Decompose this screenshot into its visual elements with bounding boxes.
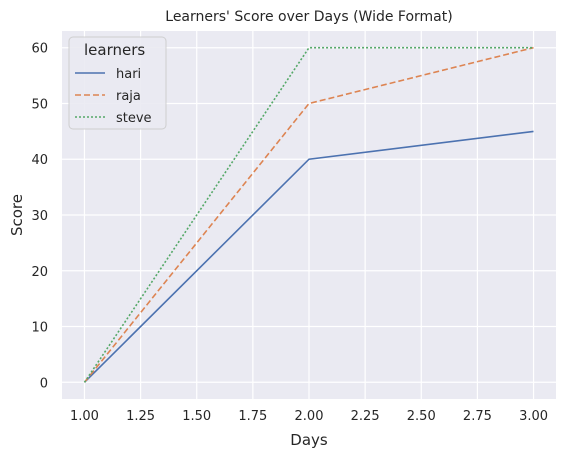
legend-label-steve: steve [116, 111, 152, 126]
chart-title: Learners' Score over Days (Wide Format) [165, 9, 452, 25]
y-tick-label: 60 [31, 42, 48, 57]
x-axis-label: Days [290, 431, 328, 449]
legend-title: learners [84, 41, 145, 59]
y-tick-label: 0 [40, 376, 48, 391]
x-tick-label: 2.50 [407, 409, 436, 424]
y-tick-label: 30 [31, 209, 48, 224]
series-line-hari [83, 130, 534, 383]
x-tick-label: 1.75 [238, 409, 267, 424]
x-tick-label: 2.00 [295, 409, 324, 424]
series-line-raja [83, 46, 534, 383]
y-tick-label: 20 [31, 265, 48, 280]
x-tick-label: 1.50 [182, 409, 211, 424]
x-tick-label: 2.75 [463, 409, 492, 424]
y-tick-label: 50 [31, 97, 48, 112]
legend-items: hari raja steve [75, 67, 152, 126]
series-line-steve [83, 46, 534, 383]
x-tick-label: 3.00 [519, 409, 548, 424]
legend-label-raja: raja [116, 89, 141, 104]
y-tick-label: 40 [31, 153, 48, 168]
x-tick-label: 2.25 [351, 409, 380, 424]
x-axis-ticks: 1.00 1.25 1.50 1.75 2.00 2.25 2.50 2.75 3.00 [70, 409, 548, 424]
y-axis-label: Score [8, 194, 26, 236]
series-lines [83, 46, 534, 383]
y-axis-ticks: 0 10 20 30 40 50 60 [31, 42, 48, 392]
x-tick-label: 1.00 [70, 409, 99, 424]
legend-label-hari: hari [116, 67, 141, 82]
y-tick-label: 10 [31, 321, 48, 336]
legend: learners hari raja steve [68, 36, 167, 130]
legend-box [68, 36, 167, 130]
x-tick-label: 1.25 [126, 409, 155, 424]
